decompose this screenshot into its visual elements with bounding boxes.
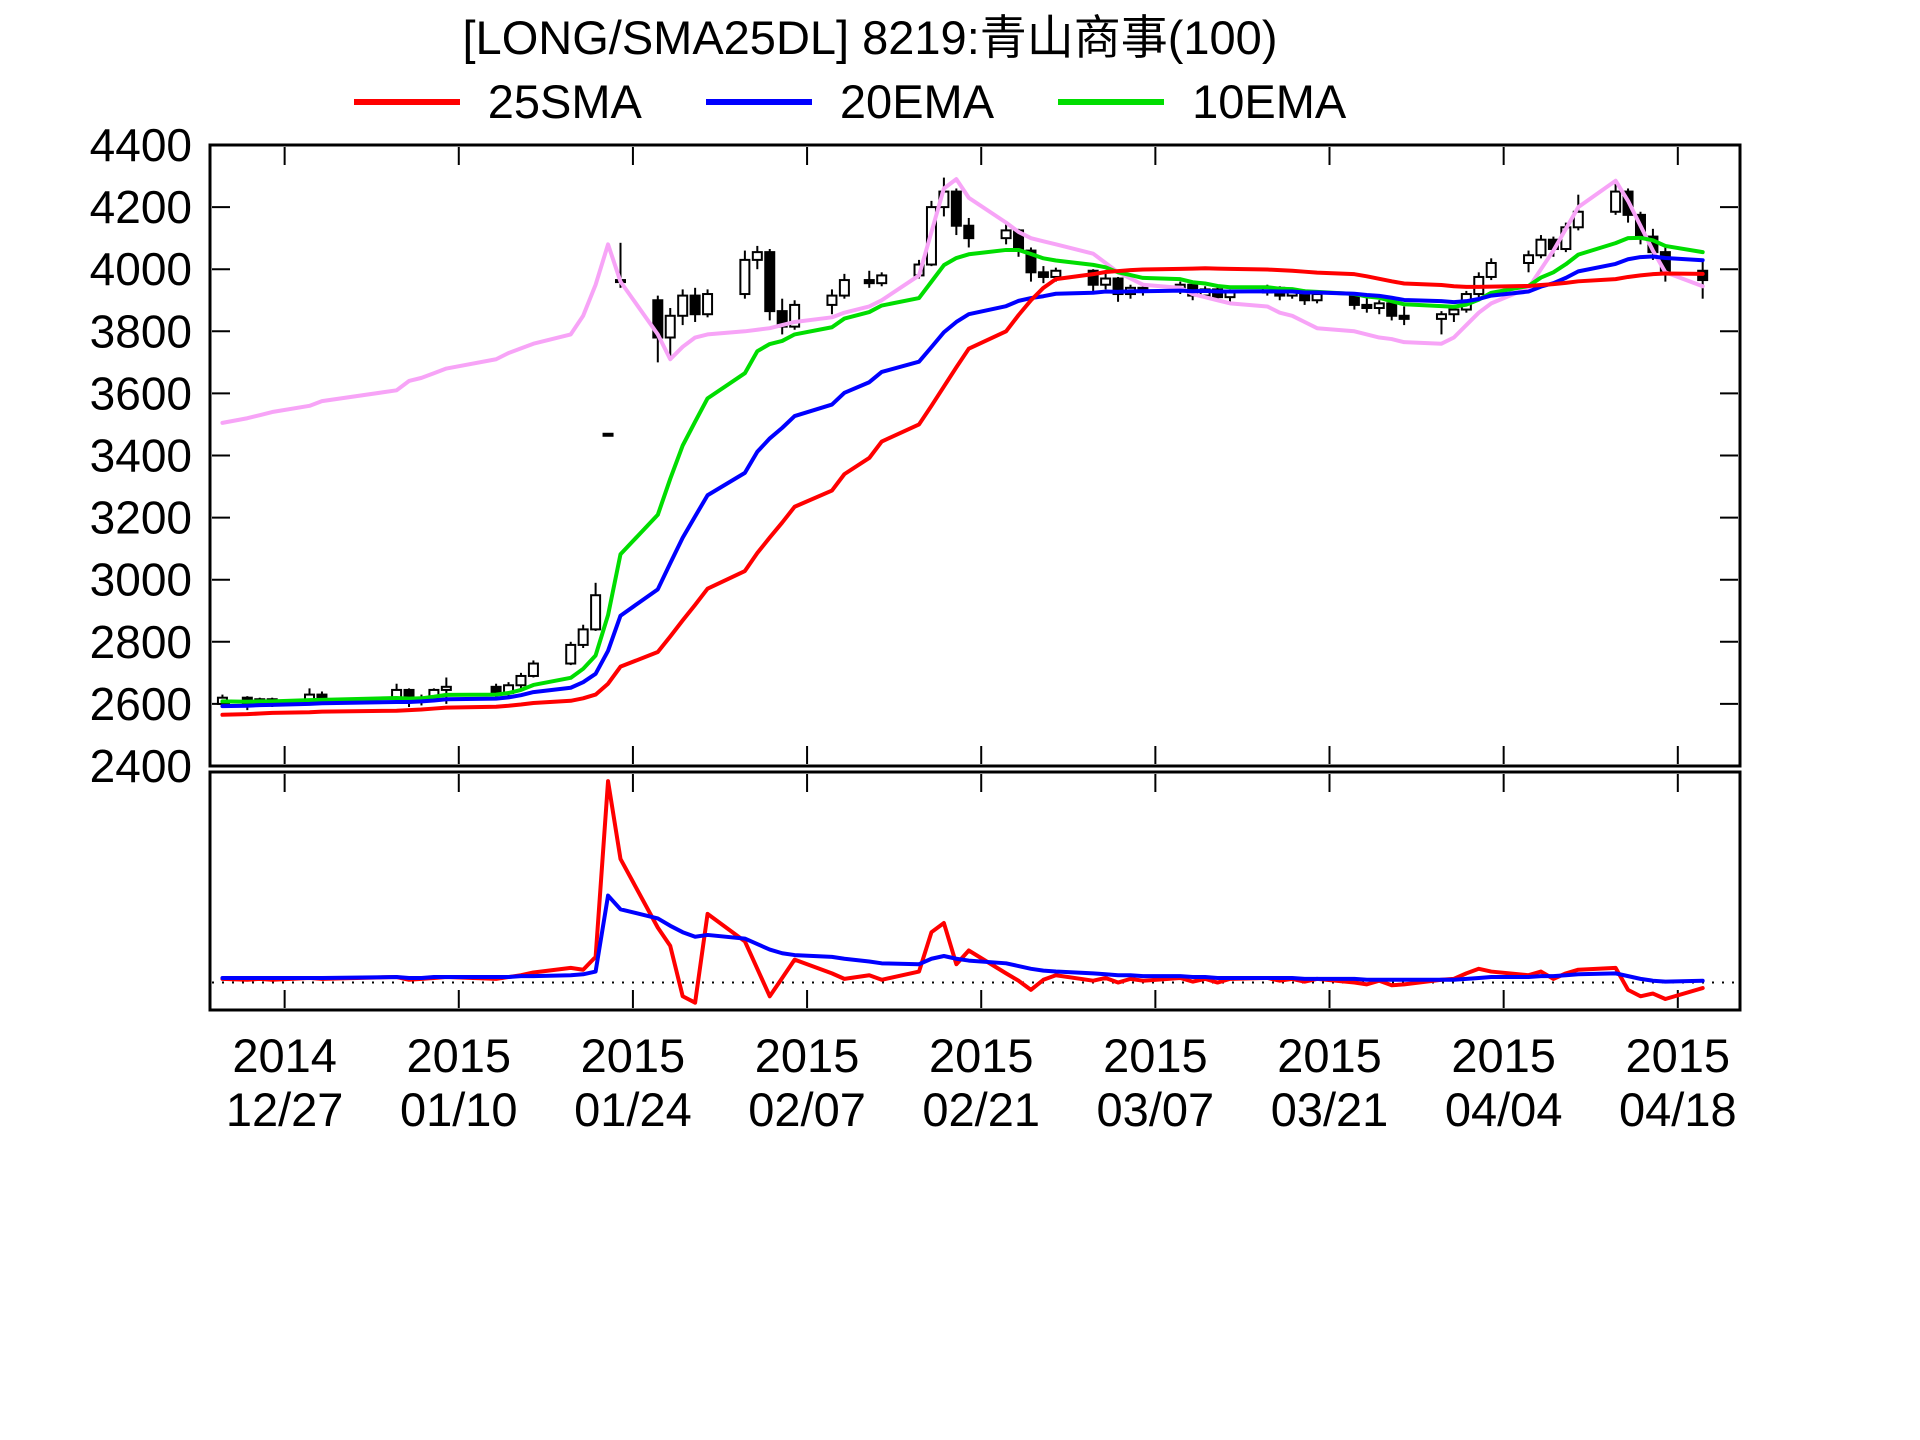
candle [963,224,975,240]
candle [1000,229,1012,240]
x-axis-label-year: 2015 [1103,1029,1208,1082]
x-axis-label-date: 03/07 [1097,1083,1215,1136]
legend-label: 20EMA [839,75,995,128]
candle [1373,302,1385,310]
candle [664,314,676,339]
x-axis-label-year: 2015 [929,1029,1034,1082]
oscillator-slow-line [220,893,1705,984]
candle [1311,293,1323,302]
candle [1435,313,1447,320]
x-axis-label-date: 02/21 [922,1083,1040,1136]
legend-item-10EMA: 10EMA [1058,74,1346,129]
chart-title: [LONG/SMA25DL] 8219:青山商事(100) [462,11,1278,64]
y-axis-label: 3600 [90,367,192,419]
candle [1025,249,1037,274]
y-axis-label: 4400 [90,119,192,171]
y-axis-label: 3000 [90,554,192,606]
candle [863,279,875,285]
y-axis-label: 4000 [90,243,192,295]
candle [565,643,577,665]
legend-swatch-10EMA [1058,98,1165,105]
candle [702,293,714,316]
legend-item-20EMA: 20EMA [705,74,995,129]
displaced-line-line [220,177,1705,425]
x-axis-label-year: 2015 [406,1029,511,1082]
candle [689,294,701,316]
candle [577,628,589,646]
candle [1386,302,1398,317]
x-axis-label-year: 2015 [581,1029,686,1082]
candle [764,251,776,313]
candle [440,685,452,691]
oscillator-panel-border [208,770,1742,1012]
x-axis-label-date: 02/07 [748,1083,866,1136]
candle [1037,271,1049,278]
price-panel-border [208,143,1742,768]
candle [1050,269,1062,278]
candle [1100,277,1112,286]
x-axis-label-year: 2015 [1451,1029,1556,1082]
25SMA-line [220,266,1705,717]
candle [515,674,527,687]
x-axis-label-date: 01/24 [574,1083,692,1136]
20EMA-line [220,254,1705,709]
legend-swatch-25SMA [353,98,460,105]
x-axis-label-date: 03/21 [1271,1083,1389,1136]
legend-label: 25SMA [487,75,642,128]
candle [677,294,689,317]
candle [527,662,539,677]
candle [590,594,602,631]
x-axis-label-date: 04/18 [1619,1083,1737,1136]
x-axis-label-year: 2015 [1277,1029,1382,1082]
candle [1485,261,1497,278]
y-axis-label: 3200 [90,492,192,544]
candle [876,274,888,285]
candle [751,251,763,261]
candle [1087,269,1099,286]
y-axis-label: 2400 [90,740,192,792]
10EMA-line [220,235,1705,704]
x-axis-label-date: 12/27 [226,1083,344,1136]
candle [826,294,838,306]
y-axis-label: 2600 [90,678,192,730]
oscillator-fast-line [220,779,1705,1005]
candle [950,190,962,227]
y-axis-label: 4200 [90,181,192,233]
y-axis-label: 3800 [90,305,192,357]
candle [1535,238,1547,257]
candle [602,432,614,437]
candle [1112,277,1124,296]
candle [1572,210,1584,229]
candle [789,303,801,328]
candle [1448,308,1460,316]
x-axis-label-date: 01/10 [400,1083,518,1136]
candle [1610,190,1622,213]
candle [1361,303,1373,310]
x-axis-label-year: 2015 [755,1029,860,1082]
legend-swatch-20EMA [705,98,812,105]
y-axis-label: 2800 [90,616,192,668]
x-axis-label-year: 2014 [232,1029,337,1082]
legend-label: 10EMA [1192,75,1347,128]
x-axis-label-year: 2015 [1626,1029,1731,1082]
candle [838,279,850,297]
legend-item-25SMA: 25SMA [353,74,642,129]
y-axis-label: 3400 [90,430,192,482]
candle [1523,254,1535,264]
candle [739,258,751,296]
candle [1398,314,1410,320]
candle [316,693,328,699]
chart-legend: 25SMA 20EMA 10EMA [0,74,1700,129]
x-axis-label-date: 04/04 [1445,1083,1563,1136]
candle [490,685,502,695]
